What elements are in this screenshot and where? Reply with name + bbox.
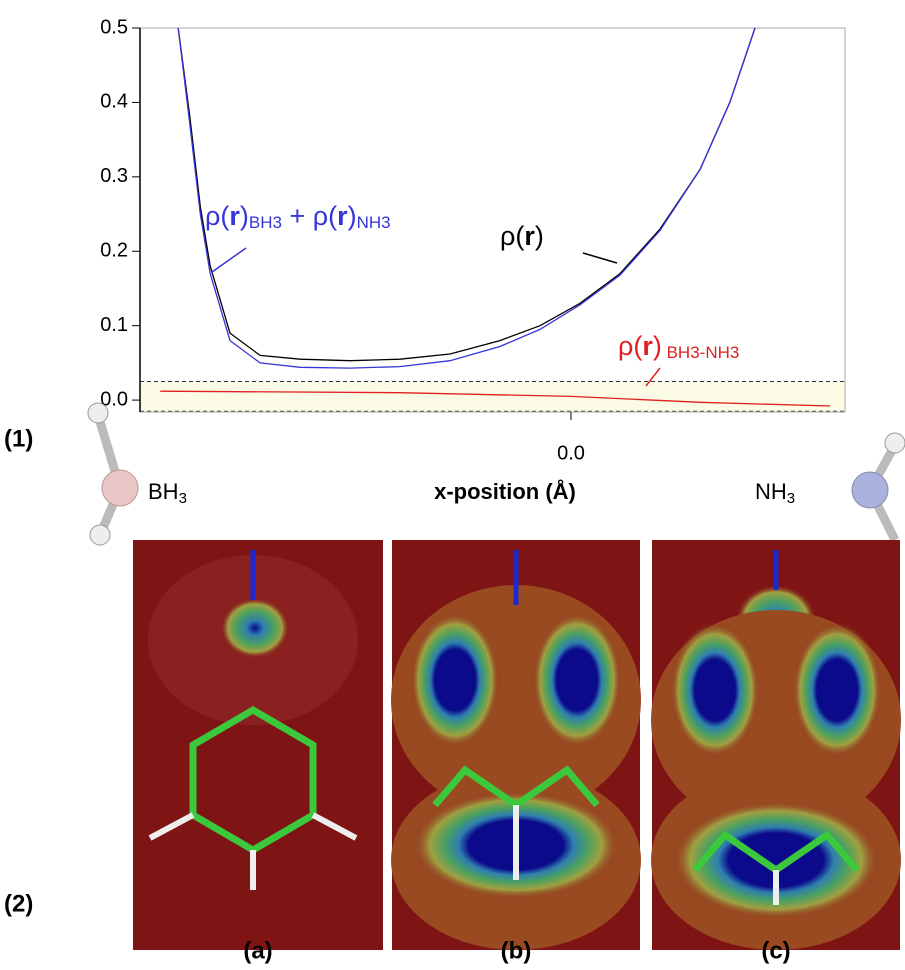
panel-b	[391, 540, 641, 950]
series-line	[160, 390, 831, 407]
y-tick-label: 0.1	[100, 314, 128, 336]
annotation-sum: ρ(r)BH3 + ρ(r)NH3	[205, 201, 391, 232]
panel-label: (c)	[761, 937, 790, 964]
y-tick-label: 0.4	[100, 91, 128, 113]
right-label: NH3	[755, 479, 795, 507]
plot: 0.0 0.1 0.2 0.3 0.4 0.5 0.0	[100, 16, 846, 464]
panel-c	[651, 540, 901, 950]
arrow	[645, 367, 661, 387]
left-label: BH3	[148, 479, 187, 507]
arrow	[582, 252, 618, 264]
series-line	[177, 27, 756, 362]
arrow	[211, 247, 247, 273]
panel-label: (b)	[501, 937, 532, 964]
x-tick-label: 0.0	[557, 442, 585, 464]
y-tick-label: 0.3	[100, 165, 128, 187]
band	[140, 381, 845, 412]
y-tick-label: 0.0	[100, 388, 128, 410]
y-tick-label: 0.5	[100, 16, 128, 38]
panel-a	[133, 540, 383, 950]
x-axis-label: x-position (Å)	[434, 478, 576, 504]
part-label: (1)	[4, 425, 33, 452]
bh3-molecule	[87, 402, 139, 546]
series-line	[177, 27, 756, 369]
panel-label: (a)	[243, 937, 272, 964]
annotation-diff: ρ(r) BH3-NH3	[618, 331, 739, 362]
nh3-molecule	[851, 432, 905, 543]
part-label: (2)	[4, 890, 33, 917]
annotation-total: ρ(r)	[500, 221, 544, 251]
y-tick-label: 0.2	[100, 240, 128, 262]
